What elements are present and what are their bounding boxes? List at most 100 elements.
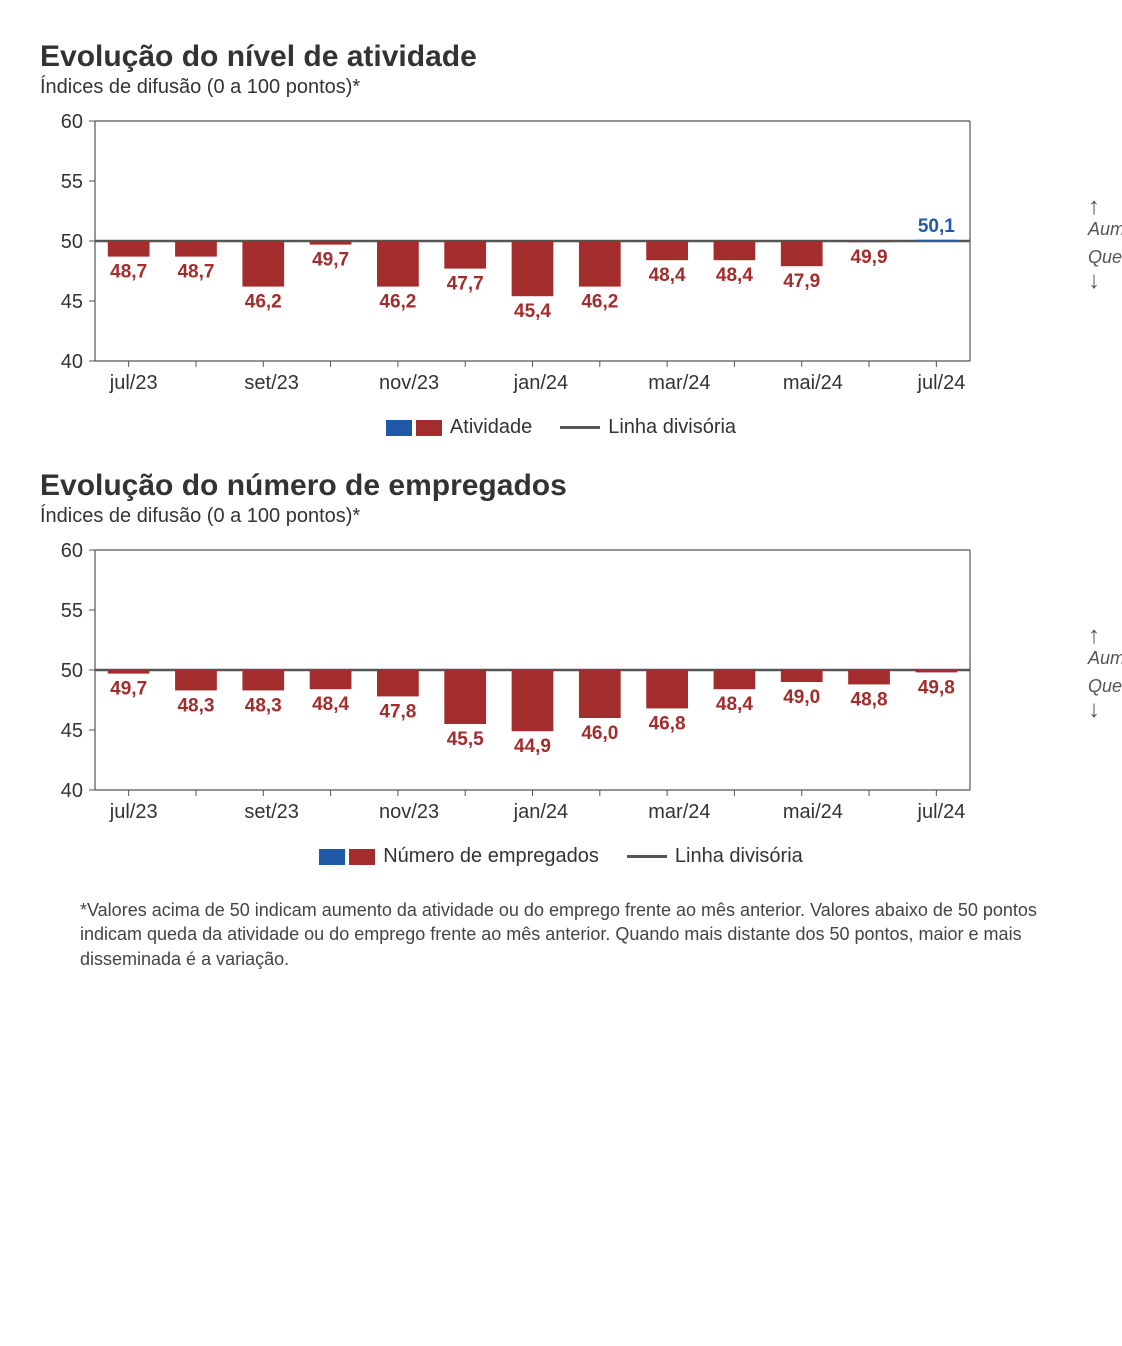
bar-value-label: 48,7 xyxy=(177,262,214,283)
bar xyxy=(579,241,621,287)
chart-subtitle: Índices de difusão (0 a 100 pontos)* xyxy=(40,76,1082,99)
bar-value-label: 44,9 xyxy=(514,736,551,757)
chart-plot-wrap: 404550556048,748,746,249,746,247,745,446… xyxy=(40,111,1082,406)
bar-value-label: 48,4 xyxy=(649,265,686,286)
arrow-up-icon: ↑ xyxy=(1088,622,1100,650)
legend-line-label: Linha divisória xyxy=(608,416,736,439)
x-tick-label: jul/24 xyxy=(917,801,966,823)
legend-line-label: Linha divisória xyxy=(675,845,803,868)
x-tick-label: mai/24 xyxy=(783,801,843,823)
bar xyxy=(915,670,957,672)
x-tick-label: jan/24 xyxy=(513,372,569,394)
x-tick-label: jan/24 xyxy=(513,801,569,823)
bar xyxy=(781,241,823,266)
chart-svg: 404550556048,748,746,249,746,247,745,446… xyxy=(40,111,980,401)
y-tick-label: 55 xyxy=(61,171,83,193)
x-tick-label: set/23 xyxy=(244,801,298,823)
side-labels: ↑ Aumento Queda ↓ xyxy=(1082,540,1122,830)
side-label-down: Queda xyxy=(1088,676,1122,697)
bar-value-label: 48,3 xyxy=(177,695,214,716)
bar xyxy=(242,670,284,690)
bar xyxy=(579,670,621,718)
bar xyxy=(444,241,486,269)
legend-line: Linha divisória xyxy=(560,416,736,439)
arrow-up-icon: ↑ xyxy=(1088,193,1100,221)
legend-swatch-line xyxy=(627,855,667,858)
bar xyxy=(242,241,284,287)
bar xyxy=(310,241,352,245)
chart-title: Evolução do nível de atividade xyxy=(40,40,1082,74)
bar-value-label: 50,1 xyxy=(918,216,955,237)
bar-value-label: 45,5 xyxy=(447,729,484,750)
side-label-up: Aumento xyxy=(1088,219,1122,240)
y-tick-label: 45 xyxy=(61,291,83,313)
x-tick-label: mai/24 xyxy=(783,372,843,394)
bar xyxy=(646,670,688,708)
bar xyxy=(646,241,688,260)
bar xyxy=(848,670,890,684)
x-tick-label: mar/24 xyxy=(648,372,710,394)
bar xyxy=(444,670,486,724)
bar-value-label: 48,8 xyxy=(851,689,888,710)
footnote-text: *Valores acima de 50 indicam aumento da … xyxy=(80,898,1042,971)
bar xyxy=(512,241,554,296)
bar xyxy=(714,241,756,260)
y-tick-label: 40 xyxy=(61,351,83,373)
x-tick-label: mar/24 xyxy=(648,801,710,823)
bar xyxy=(714,670,756,689)
chart-svg: 404550556049,748,348,348,447,845,544,946… xyxy=(40,540,980,830)
y-tick-label: 45 xyxy=(61,720,83,742)
bar-value-label: 45,4 xyxy=(514,301,551,322)
y-tick-label: 50 xyxy=(61,660,83,682)
bar xyxy=(848,241,890,242)
bar xyxy=(108,241,150,257)
side-label-down: Queda xyxy=(1088,247,1122,268)
bar-value-label: 47,8 xyxy=(379,701,416,722)
bar-value-label: 46,0 xyxy=(581,723,618,744)
legend-series-label: Atividade xyxy=(450,416,532,439)
bar xyxy=(512,670,554,731)
side-label-up: Aumento xyxy=(1088,648,1122,669)
bar xyxy=(108,670,150,674)
x-tick-label: jul/23 xyxy=(109,372,158,394)
bar-value-label: 48,4 xyxy=(716,265,753,286)
bar-value-label: 49,7 xyxy=(312,250,349,271)
bar xyxy=(377,241,419,287)
bar-value-label: 46,2 xyxy=(245,292,282,313)
bar-value-label: 46,8 xyxy=(649,713,686,734)
bar-value-label: 47,9 xyxy=(783,271,820,292)
x-tick-label: nov/23 xyxy=(379,372,439,394)
bar-value-label: 46,2 xyxy=(379,292,416,313)
bar-value-label: 49,8 xyxy=(918,677,955,698)
legend-swatch-blue xyxy=(319,849,345,865)
x-tick-label: jul/23 xyxy=(109,801,158,823)
chart-block-employees: Evolução do número de empregados Índices… xyxy=(40,469,1082,868)
legend-swatch-blue xyxy=(386,420,412,436)
bar-value-label: 47,7 xyxy=(447,274,484,295)
bar xyxy=(377,670,419,696)
x-tick-label: set/23 xyxy=(244,372,298,394)
y-tick-label: 55 xyxy=(61,600,83,622)
legend-series: Número de empregados xyxy=(319,845,599,868)
bar-value-label: 46,2 xyxy=(581,292,618,313)
legend-swatch-red xyxy=(349,849,375,865)
bar xyxy=(915,240,957,241)
bar xyxy=(175,241,217,257)
legend-series-label: Número de empregados xyxy=(383,845,599,868)
bar-value-label: 48,4 xyxy=(716,694,753,715)
bar-value-label: 48,3 xyxy=(245,695,282,716)
side-labels: ↑ Aumento Queda ↓ xyxy=(1082,111,1122,401)
legend-swatch-line xyxy=(560,426,600,429)
y-tick-label: 60 xyxy=(61,540,83,562)
legend-swatch-red xyxy=(416,420,442,436)
x-tick-label: jul/24 xyxy=(917,372,966,394)
bar-value-label: 49,7 xyxy=(110,679,147,700)
chart-legend: Atividade Linha divisória xyxy=(40,416,1082,439)
y-tick-label: 50 xyxy=(61,231,83,253)
bar xyxy=(310,670,352,689)
y-tick-label: 60 xyxy=(61,111,83,133)
legend-line: Linha divisória xyxy=(627,845,803,868)
chart-plot-wrap: 404550556049,748,348,348,447,845,544,946… xyxy=(40,540,1082,835)
bar xyxy=(175,670,217,690)
bar xyxy=(781,670,823,682)
